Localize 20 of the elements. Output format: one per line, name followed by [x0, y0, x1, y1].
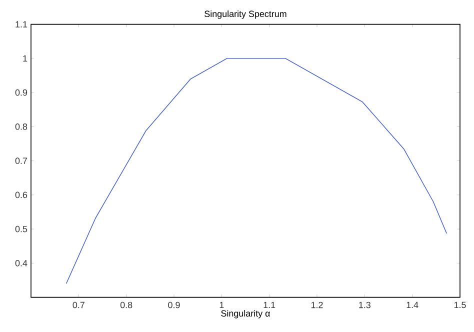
x-tick-label: 1.2 [311, 302, 323, 308]
y-tick-label: 0.6 [15, 192, 28, 198]
x-tick-label: 0.9 [168, 302, 180, 308]
y-tick-label: 1 [23, 55, 28, 62]
line-series [66, 58, 447, 284]
y-tick-label: 0.5 [15, 226, 28, 232]
x-tick-label: 1.3 [359, 302, 370, 308]
y-tick-label: 0.8 [15, 123, 28, 130]
y-tick-label: 1.1 [16, 21, 28, 28]
x-tick-label: 0.7 [72, 302, 84, 308]
x-axis-title: Singularity α [221, 310, 270, 318]
y-tick-label: 0.4 [15, 260, 28, 266]
x-tick-label: 1 [220, 302, 224, 308]
x-tick-label: 1.1 [264, 302, 276, 308]
chart-title: Singularity Spectrum [204, 10, 286, 19]
x-tick-label: 1.5 [454, 302, 466, 308]
x-tick-label: 1.4 [406, 302, 418, 308]
x-tick-label: 0.8 [120, 302, 132, 308]
y-tick-label: 0.7 [15, 158, 28, 164]
y-tick-label: 0.9 [15, 89, 28, 96]
